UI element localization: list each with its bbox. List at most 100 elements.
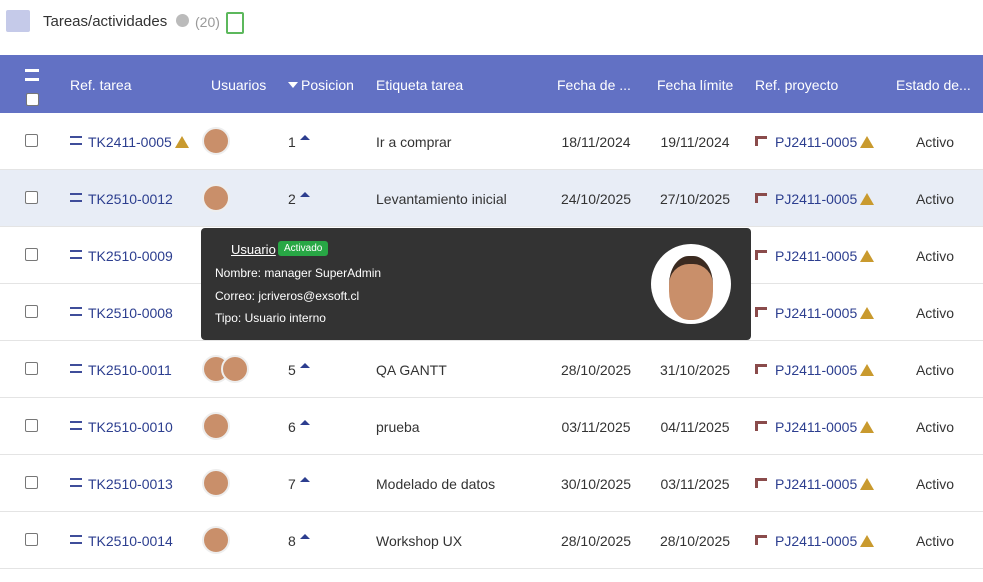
position-arrows[interactable] xyxy=(300,135,310,140)
cell: 28/10/2025 xyxy=(560,533,632,549)
row-checkbox[interactable] xyxy=(25,248,38,261)
cell: 28/10/2025 xyxy=(659,533,731,549)
task-ref[interactable]: TK2510-0009 xyxy=(88,248,173,264)
project-icon xyxy=(755,364,767,374)
column-header[interactable]: Fecha límite xyxy=(657,77,734,93)
row-checkbox[interactable] xyxy=(25,134,38,147)
position-arrows[interactable] xyxy=(300,363,310,368)
project-ref[interactable]: PJ2411-0005 xyxy=(775,134,875,150)
cell: Modelado de datos xyxy=(376,476,496,492)
column-header[interactable]: Estado de... xyxy=(896,77,971,93)
column-header[interactable]: Usuarios xyxy=(211,77,267,93)
position-arrows[interactable] xyxy=(300,192,310,197)
cell: 04/11/2025 xyxy=(660,419,730,435)
row-checkbox[interactable] xyxy=(25,476,38,489)
position-arrows[interactable] xyxy=(300,477,310,482)
cell: Activo xyxy=(915,419,955,435)
project-ref[interactable]: PJ2411-0005 xyxy=(775,476,875,492)
user-avatar[interactable] xyxy=(202,526,230,554)
cell: 6 xyxy=(288,419,296,435)
project-ref[interactable]: PJ2411-0005 xyxy=(775,248,875,264)
cell: 2 xyxy=(288,191,296,207)
row-checkbox[interactable] xyxy=(25,305,38,318)
menu-icon[interactable] xyxy=(6,10,30,32)
cell: 24/10/2025 xyxy=(560,191,632,207)
project-icon xyxy=(755,478,767,488)
position-arrows[interactable] xyxy=(300,534,310,539)
project-ref[interactable]: PJ2411-0005 xyxy=(775,362,875,378)
cell: Activo xyxy=(915,305,955,321)
task-ref[interactable]: TK2510-0013 xyxy=(88,476,173,492)
project-ref[interactable]: PJ2411-0005 xyxy=(775,533,875,549)
cell: 30/10/2025 xyxy=(560,476,632,492)
sort-arrow xyxy=(288,82,298,88)
task-ref[interactable]: TK2510-0010 xyxy=(88,419,173,435)
task-ref[interactable]: TK2510-0008 xyxy=(88,305,173,321)
user-avatar[interactable] xyxy=(202,412,230,440)
cell: 5 xyxy=(288,362,296,378)
cell: 27/10/2025 xyxy=(659,191,731,207)
cell: 03/11/2025 xyxy=(561,419,631,435)
column-header[interactable]: Ref. proyecto xyxy=(755,77,839,93)
csv-icon[interactable] xyxy=(226,12,244,34)
table-header xyxy=(0,55,983,113)
cell: QA GANTT xyxy=(376,362,447,378)
tooltip-email: Correo: jcriveros@exsoft.cl xyxy=(215,289,360,303)
user-tooltip: Usuario Activado Nombre: manager SuperAd… xyxy=(201,228,751,340)
cell: 03/11/2025 xyxy=(660,476,730,492)
cell: Workshop UX xyxy=(376,533,463,549)
column-header[interactable]: Posicion xyxy=(301,77,354,93)
cell: Ir a comprar xyxy=(376,134,452,150)
cell: 1 xyxy=(288,134,296,150)
project-ref[interactable]: PJ2411-0005 xyxy=(775,419,875,435)
task-ref[interactable]: TK2510-0014 xyxy=(88,533,173,549)
project-icon xyxy=(755,421,767,431)
cell: Activo xyxy=(915,533,955,549)
user-avatar[interactable] xyxy=(202,469,230,497)
tooltip-title: Usuario xyxy=(231,242,276,257)
table-row xyxy=(0,512,983,569)
task-icon xyxy=(70,250,82,259)
task-icon xyxy=(70,193,82,202)
tooltip-type: Tipo: Usuario interno xyxy=(215,311,326,325)
cell: Activo xyxy=(915,362,955,378)
tooltip-name: Nombre: manager SuperAdmin xyxy=(215,266,382,280)
task-ref[interactable]: TK2510-0012 xyxy=(88,191,173,207)
warning-icon xyxy=(860,421,875,433)
project-ref[interactable]: PJ2411-0005 xyxy=(775,305,875,321)
table-row xyxy=(0,170,983,227)
cell: Activo xyxy=(915,134,955,150)
row-checkbox[interactable] xyxy=(25,419,38,432)
task-icon xyxy=(70,535,82,544)
project-ref[interactable]: PJ2411-0005 xyxy=(775,191,875,207)
project-icon xyxy=(755,193,767,203)
columns-icon[interactable] xyxy=(25,69,39,81)
task-ref[interactable]: TK2411-0005 xyxy=(88,134,189,150)
cell: 19/11/2024 xyxy=(660,134,730,150)
user-avatar[interactable] xyxy=(221,355,249,383)
row-checkbox[interactable] xyxy=(25,533,38,546)
cell: 8 xyxy=(288,533,296,549)
cell: Activo xyxy=(915,476,955,492)
cell: 31/10/2025 xyxy=(659,362,731,378)
cell: Levantamiento inicial xyxy=(376,191,507,207)
table-row xyxy=(0,455,983,512)
cell: Activo xyxy=(915,191,955,207)
column-header[interactable]: Fecha de ... xyxy=(557,77,631,93)
warning-icon xyxy=(860,535,875,547)
warning-icon xyxy=(174,136,189,148)
user-avatar[interactable] xyxy=(202,127,230,155)
project-icon xyxy=(755,307,767,317)
row-checkbox[interactable] xyxy=(25,191,38,204)
task-ref[interactable]: TK2510-0011 xyxy=(88,362,172,378)
task-icon xyxy=(70,478,82,487)
cell: 18/11/2024 xyxy=(561,134,631,150)
row-checkbox[interactable] xyxy=(25,362,38,375)
position-arrows[interactable] xyxy=(300,420,310,425)
user-avatar[interactable] xyxy=(202,184,230,212)
page-title: Tareas/actividades xyxy=(43,13,168,30)
column-header[interactable]: Etiqueta tarea xyxy=(376,77,464,93)
column-header[interactable]: Ref. tarea xyxy=(70,77,132,93)
select-all[interactable] xyxy=(26,93,39,106)
